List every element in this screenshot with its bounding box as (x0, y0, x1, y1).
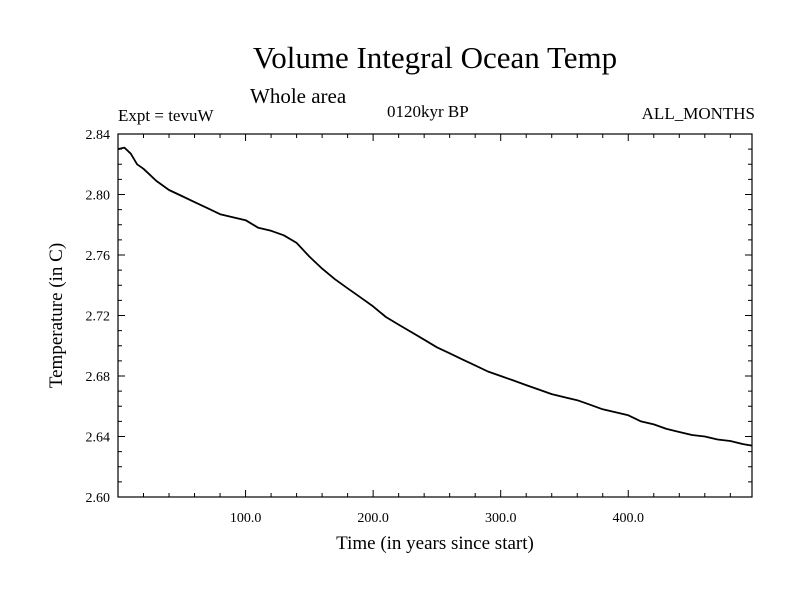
months-label: ALL_MONTHS (641, 104, 755, 123)
y-tick-label: 2.84 (86, 128, 111, 143)
series-line (117, 146, 753, 447)
y-tick-label: 2.72 (86, 310, 111, 325)
y-tick-label: 2.76 (86, 249, 111, 264)
experiment-label: Expt = tevuW (118, 106, 214, 125)
plot-frame (117, 133, 753, 498)
x-tick-label: 300.0 (485, 511, 517, 526)
y-tick-label: 2.80 (86, 189, 111, 204)
period-label: 0120kyr BP (387, 102, 469, 121)
y-axis-label: Temperature (in C) (46, 243, 67, 388)
y-tick-label: 2.68 (86, 370, 111, 385)
x-tick-label: 400.0 (613, 511, 645, 526)
chart-title: Volume Integral Ocean Temp (252, 40, 618, 75)
x-tick-label: 100.0 (230, 511, 262, 526)
y-tick-label: 2.60 (86, 491, 111, 506)
x-axis-label: Time (in years since start) (336, 533, 534, 554)
chart-subtitle: Whole area (250, 84, 347, 108)
x-tick-label: 200.0 (357, 511, 389, 526)
y-tick-label: 2.64 (86, 431, 111, 446)
